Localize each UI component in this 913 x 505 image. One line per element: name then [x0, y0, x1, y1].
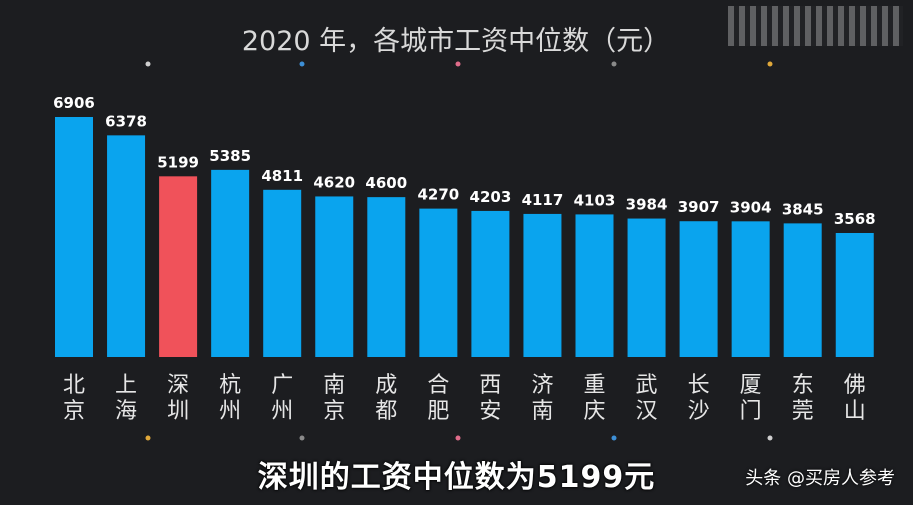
- category-label-2: 深圳: [167, 373, 189, 424]
- category-label-5: 南京: [323, 373, 345, 424]
- bar-6: [367, 197, 406, 357]
- bottom-dot-0: [145, 435, 151, 441]
- value-label-11: 3984: [626, 196, 668, 214]
- bar-2: [159, 176, 198, 357]
- category-label-8: 西安: [479, 373, 501, 424]
- category-label-7: 合肥: [427, 373, 449, 424]
- category-label-11: 武汉: [636, 373, 658, 424]
- value-label-14: 3845: [782, 200, 824, 218]
- top-dot-1: [299, 61, 305, 67]
- bar-13: [731, 221, 770, 357]
- top-dot-3: [611, 61, 617, 67]
- top-right-decoration: [728, 6, 903, 46]
- top-dot-2: [455, 61, 461, 67]
- category-label-6: 成都: [375, 373, 397, 424]
- bar-0: [55, 117, 93, 357]
- bar-9: [523, 213, 562, 357]
- bar-3: [211, 169, 250, 357]
- bars-group: [55, 117, 874, 357]
- value-label-10: 4103: [574, 191, 616, 209]
- value-labels-group: 6906 6378 5199 5385 4811 4620 4600 4270 4203 4117…: [53, 94, 876, 228]
- caption-subtitle: 深圳的工资中位数为5199元: [257, 460, 656, 495]
- bar-14: [783, 223, 822, 357]
- value-label-5: 4620: [313, 173, 355, 191]
- category-label-14: 东莞: [792, 373, 814, 424]
- bottom-dot-3: [611, 435, 617, 441]
- bar-5: [315, 196, 354, 357]
- bar-11: [627, 218, 666, 357]
- value-label-13: 3904: [730, 198, 772, 216]
- bar-7: [419, 208, 458, 357]
- value-label-2: 5199: [157, 153, 199, 171]
- category-label-4: 广州: [271, 373, 293, 424]
- bar-12: [679, 221, 718, 357]
- chart-title: 2020 年，各城市工资中位数（元）: [242, 26, 670, 57]
- bar-15: [835, 233, 874, 357]
- value-label-9: 4117: [522, 191, 564, 209]
- top-dots: [145, 61, 773, 67]
- top-dot-0: [145, 61, 151, 67]
- bar-8: [471, 210, 510, 357]
- value-label-7: 4270: [417, 186, 459, 204]
- value-label-15: 3568: [834, 210, 876, 228]
- bottom-dots: [145, 435, 773, 441]
- value-label-1: 6378: [105, 112, 147, 130]
- bar-1: [107, 135, 146, 357]
- value-label-3: 5385: [209, 147, 251, 165]
- bottom-dot-1: [299, 435, 305, 441]
- category-label-10: 重庆: [583, 373, 605, 424]
- category-label-13: 厦门: [740, 373, 762, 424]
- category-label-1: 上海: [115, 373, 137, 424]
- category-label-9: 济南: [531, 373, 553, 424]
- category-label-15: 佛山: [844, 373, 866, 424]
- bar-10: [575, 214, 614, 357]
- category-label-12: 长沙: [688, 373, 710, 424]
- top-dot-4: [767, 61, 773, 67]
- watermark: 头条 @买房人参考: [745, 468, 895, 489]
- category-label-3: 杭州: [219, 373, 241, 424]
- bar-4: [263, 189, 302, 357]
- value-label-4: 4811: [261, 167, 303, 185]
- bottom-dot-4: [767, 435, 773, 441]
- value-label-12: 3907: [678, 198, 720, 216]
- category-label-0: 北京: [63, 373, 85, 424]
- value-label-6: 4600: [365, 174, 407, 192]
- value-label-0: 6906: [53, 94, 95, 112]
- value-label-8: 4203: [470, 188, 512, 206]
- bottom-dot-2: [455, 435, 461, 441]
